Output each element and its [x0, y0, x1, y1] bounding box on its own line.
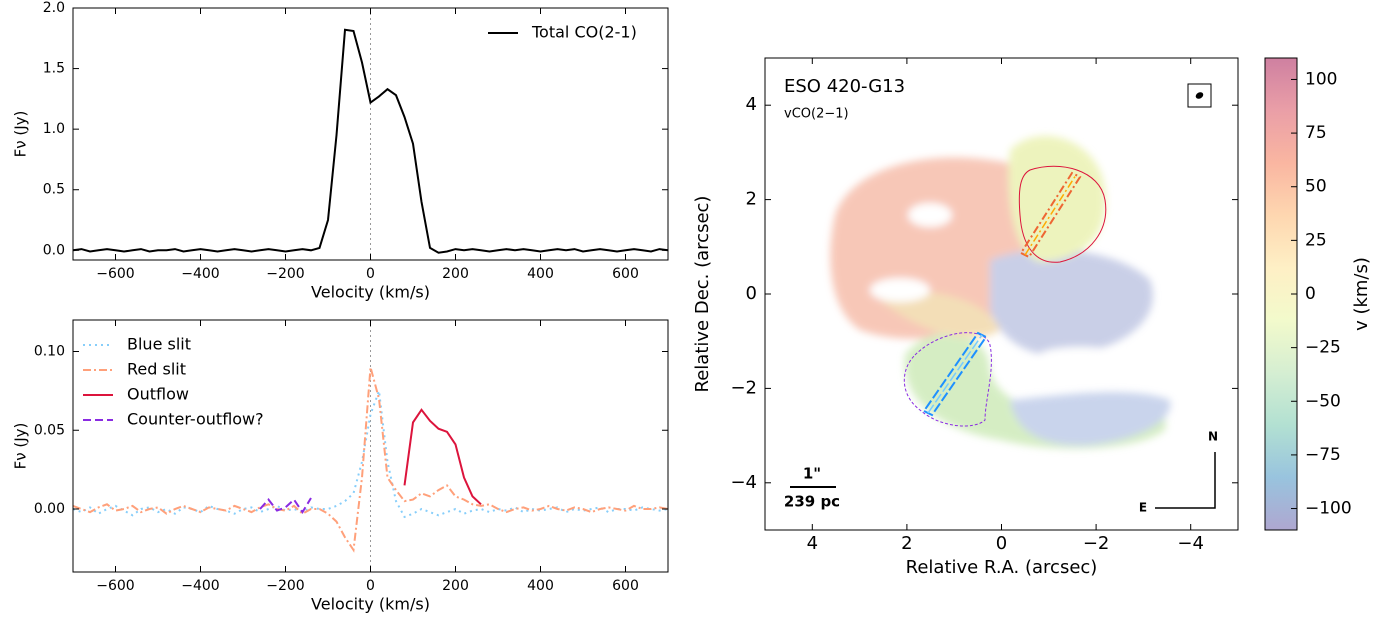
colorbar-tick-label: −25 [1305, 338, 1341, 358]
y-tick-label: 1.0 [43, 121, 65, 137]
x-tick-label: 400 [527, 578, 554, 594]
series-line [259, 497, 312, 514]
x-tick-label: −200 [266, 266, 304, 282]
compass-north: N [1208, 430, 1218, 444]
y-tick-label: 2 [746, 189, 757, 210]
x-tick-label: 0 [996, 533, 1007, 554]
colorbar-tick-label: 100 [1305, 69, 1337, 89]
map-subtitle: vCO(2−1) [784, 107, 849, 122]
x-tick-label: 200 [442, 578, 469, 594]
y-tick-label: 4 [746, 94, 757, 115]
colorbar-tick-label: 50 [1305, 177, 1327, 197]
y-axis-label: Fν (Jy) [12, 111, 30, 158]
y-tick-label: 0.05 [34, 422, 65, 438]
velocity-map-image [830, 135, 1171, 449]
x-tick-label: 600 [612, 266, 639, 282]
x-tick-label: 400 [527, 266, 554, 282]
x-axis-label: Velocity (km/s) [311, 283, 430, 302]
outflow-contour [1018, 165, 1107, 263]
map-title: ESO 420-G13 [784, 76, 905, 97]
x-tick-label: −400 [181, 578, 219, 594]
colorbar-tick-label: −75 [1305, 445, 1341, 465]
series-line [72, 28, 669, 254]
legend-label: Counter-outflow? [127, 410, 264, 429]
legend-label: Red slit [127, 360, 186, 379]
x-tick-label: 2 [901, 533, 912, 554]
x-tick-label: 200 [442, 266, 469, 282]
legend-label: Outflow [127, 385, 189, 404]
x-tick-label: 4 [807, 533, 818, 554]
y-tick-label: 0.0 [43, 242, 65, 258]
colorbar-tick-label: −100 [1305, 499, 1352, 519]
x-tick-label: −400 [181, 266, 219, 282]
y-tick-label: 1.5 [43, 61, 65, 77]
x-tick-label: 0 [366, 266, 375, 282]
x-axis-label: Velocity (km/s) [311, 595, 430, 614]
scale-angle: 1" [803, 465, 821, 483]
x-tick-label: −4 [1177, 533, 1204, 554]
colorbar-tick-label: −50 [1305, 391, 1341, 411]
colorbar-label: v (km/s) [1351, 257, 1372, 331]
y-tick-label: 0 [746, 283, 757, 304]
y-tick-label: −2 [730, 377, 757, 398]
x-tick-label: −200 [266, 578, 304, 594]
y-axis-label: Relative Dec. (arcsec) [692, 196, 713, 393]
series-line [72, 367, 669, 553]
series-line [403, 408, 482, 506]
y-tick-label: 0.10 [34, 344, 65, 360]
counter-outflow-contour [903, 332, 992, 427]
scale-length: 239 pc [784, 493, 840, 511]
x-tick-label: −600 [96, 578, 134, 594]
x-tick-label: 0 [366, 578, 375, 594]
y-axis-label: Fν (Jy) [12, 423, 30, 470]
x-tick-label: 600 [612, 578, 639, 594]
compass-east: E [1139, 501, 1147, 515]
compass [1155, 452, 1216, 509]
blue-slit [922, 331, 988, 417]
x-axis-label: Relative R.A. (arcsec) [906, 557, 1098, 578]
red-slit [1019, 171, 1082, 259]
y-tick-label: 2.0 [43, 0, 65, 16]
y-tick-label: 0.00 [34, 501, 65, 517]
y-tick-label: −4 [730, 472, 757, 493]
x-tick-label: −600 [96, 266, 134, 282]
y-tick-label: 0.5 [43, 182, 65, 198]
legend-label: Total CO(2-1) [531, 23, 637, 42]
colorbar-tick-label: 0 [1305, 284, 1316, 304]
colorbar-tick-label: 75 [1305, 123, 1327, 143]
beam [1187, 83, 1212, 108]
x-tick-label: −2 [1083, 533, 1110, 554]
legend-label: Blue slit [127, 335, 191, 354]
colorbar-tick-label: 25 [1305, 230, 1327, 250]
